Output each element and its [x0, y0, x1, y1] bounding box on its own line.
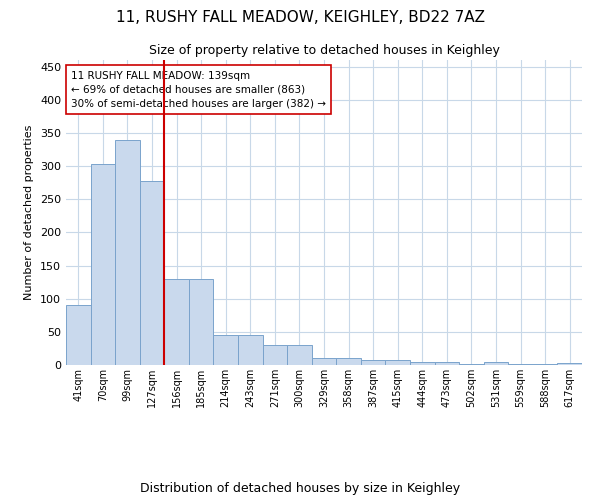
Bar: [66, 306, 91, 365]
Bar: [361, 360, 385, 365]
Bar: [410, 362, 434, 365]
Bar: [533, 364, 557, 365]
Title: Size of property relative to detached houses in Keighley: Size of property relative to detached ho…: [149, 44, 499, 58]
Bar: [91, 164, 115, 365]
Y-axis label: Number of detached properties: Number of detached properties: [25, 125, 34, 300]
Bar: [336, 358, 361, 365]
Bar: [164, 279, 189, 365]
Bar: [484, 362, 508, 365]
Bar: [557, 363, 582, 365]
Bar: [263, 345, 287, 365]
Text: Distribution of detached houses by size in Keighley: Distribution of detached houses by size …: [140, 482, 460, 495]
Bar: [287, 345, 312, 365]
Bar: [459, 364, 484, 365]
Bar: [312, 358, 336, 365]
Text: 11 RUSHY FALL MEADOW: 139sqm
← 69% of detached houses are smaller (863)
30% of s: 11 RUSHY FALL MEADOW: 139sqm ← 69% of de…: [71, 70, 326, 108]
Text: 11, RUSHY FALL MEADOW, KEIGHLEY, BD22 7AZ: 11, RUSHY FALL MEADOW, KEIGHLEY, BD22 7A…: [115, 10, 485, 25]
Bar: [214, 334, 238, 365]
Bar: [238, 334, 263, 365]
Bar: [140, 182, 164, 365]
Bar: [385, 360, 410, 365]
Bar: [115, 140, 140, 365]
Bar: [434, 362, 459, 365]
Bar: [508, 364, 533, 365]
Bar: [189, 279, 214, 365]
